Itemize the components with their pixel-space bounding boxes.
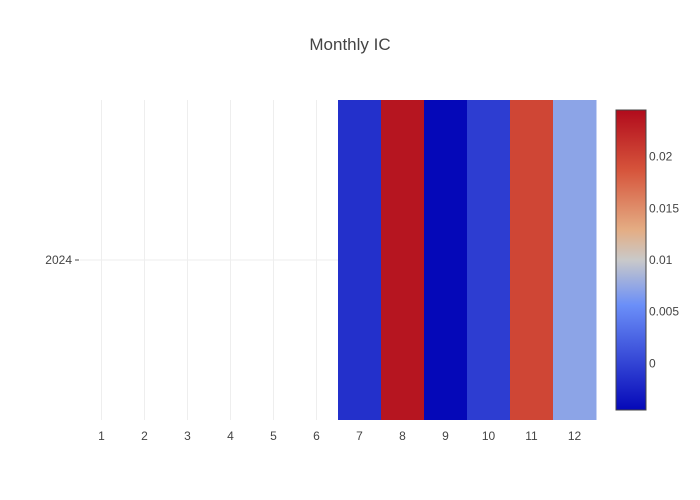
y-axis-ticks: 2024 — [45, 253, 79, 267]
heatmap-cells — [338, 100, 597, 420]
x-tick-label: 7 — [356, 429, 363, 443]
y-tick-label: 2024 — [45, 253, 72, 267]
chart-title: Monthly IC — [309, 35, 390, 54]
heatmap-cell-8 — [381, 100, 425, 420]
heatmap-cell-10 — [467, 100, 511, 420]
colorbar-tick-label: 0.015 — [649, 201, 679, 215]
x-axis-ticks: 1 2 3 4 5 6 7 8 9 10 11 12 — [98, 429, 581, 443]
x-tick-label: 8 — [399, 429, 406, 443]
colorbar-tick-label: 0.01 — [649, 253, 673, 267]
heatmap-cell-9 — [424, 100, 468, 420]
x-tick-label: 12 — [568, 429, 582, 443]
colorbar: 0 0.005 0.01 0.015 0.02 — [615, 109, 679, 411]
x-tick-label: 6 — [313, 429, 320, 443]
x-tick-label: 10 — [482, 429, 496, 443]
x-tick-label: 5 — [270, 429, 277, 443]
x-tick-label: 3 — [184, 429, 191, 443]
x-tick-label: 9 — [442, 429, 449, 443]
x-tick-label: 11 — [525, 429, 538, 443]
colorbar-tick-label: 0.005 — [649, 305, 679, 319]
x-tick-label: 4 — [227, 429, 234, 443]
heatmap-cell-11 — [510, 100, 554, 420]
x-tick-label: 1 — [98, 429, 105, 443]
colorbar-tick-label: 0.02 — [649, 150, 673, 164]
heatmap-cell-12 — [553, 100, 597, 420]
colorbar-tick-label: 0 — [649, 356, 656, 370]
x-tick-label: 2 — [141, 429, 148, 443]
colorbar-gradient — [615, 109, 647, 411]
heatmap-cell-7 — [338, 100, 382, 420]
